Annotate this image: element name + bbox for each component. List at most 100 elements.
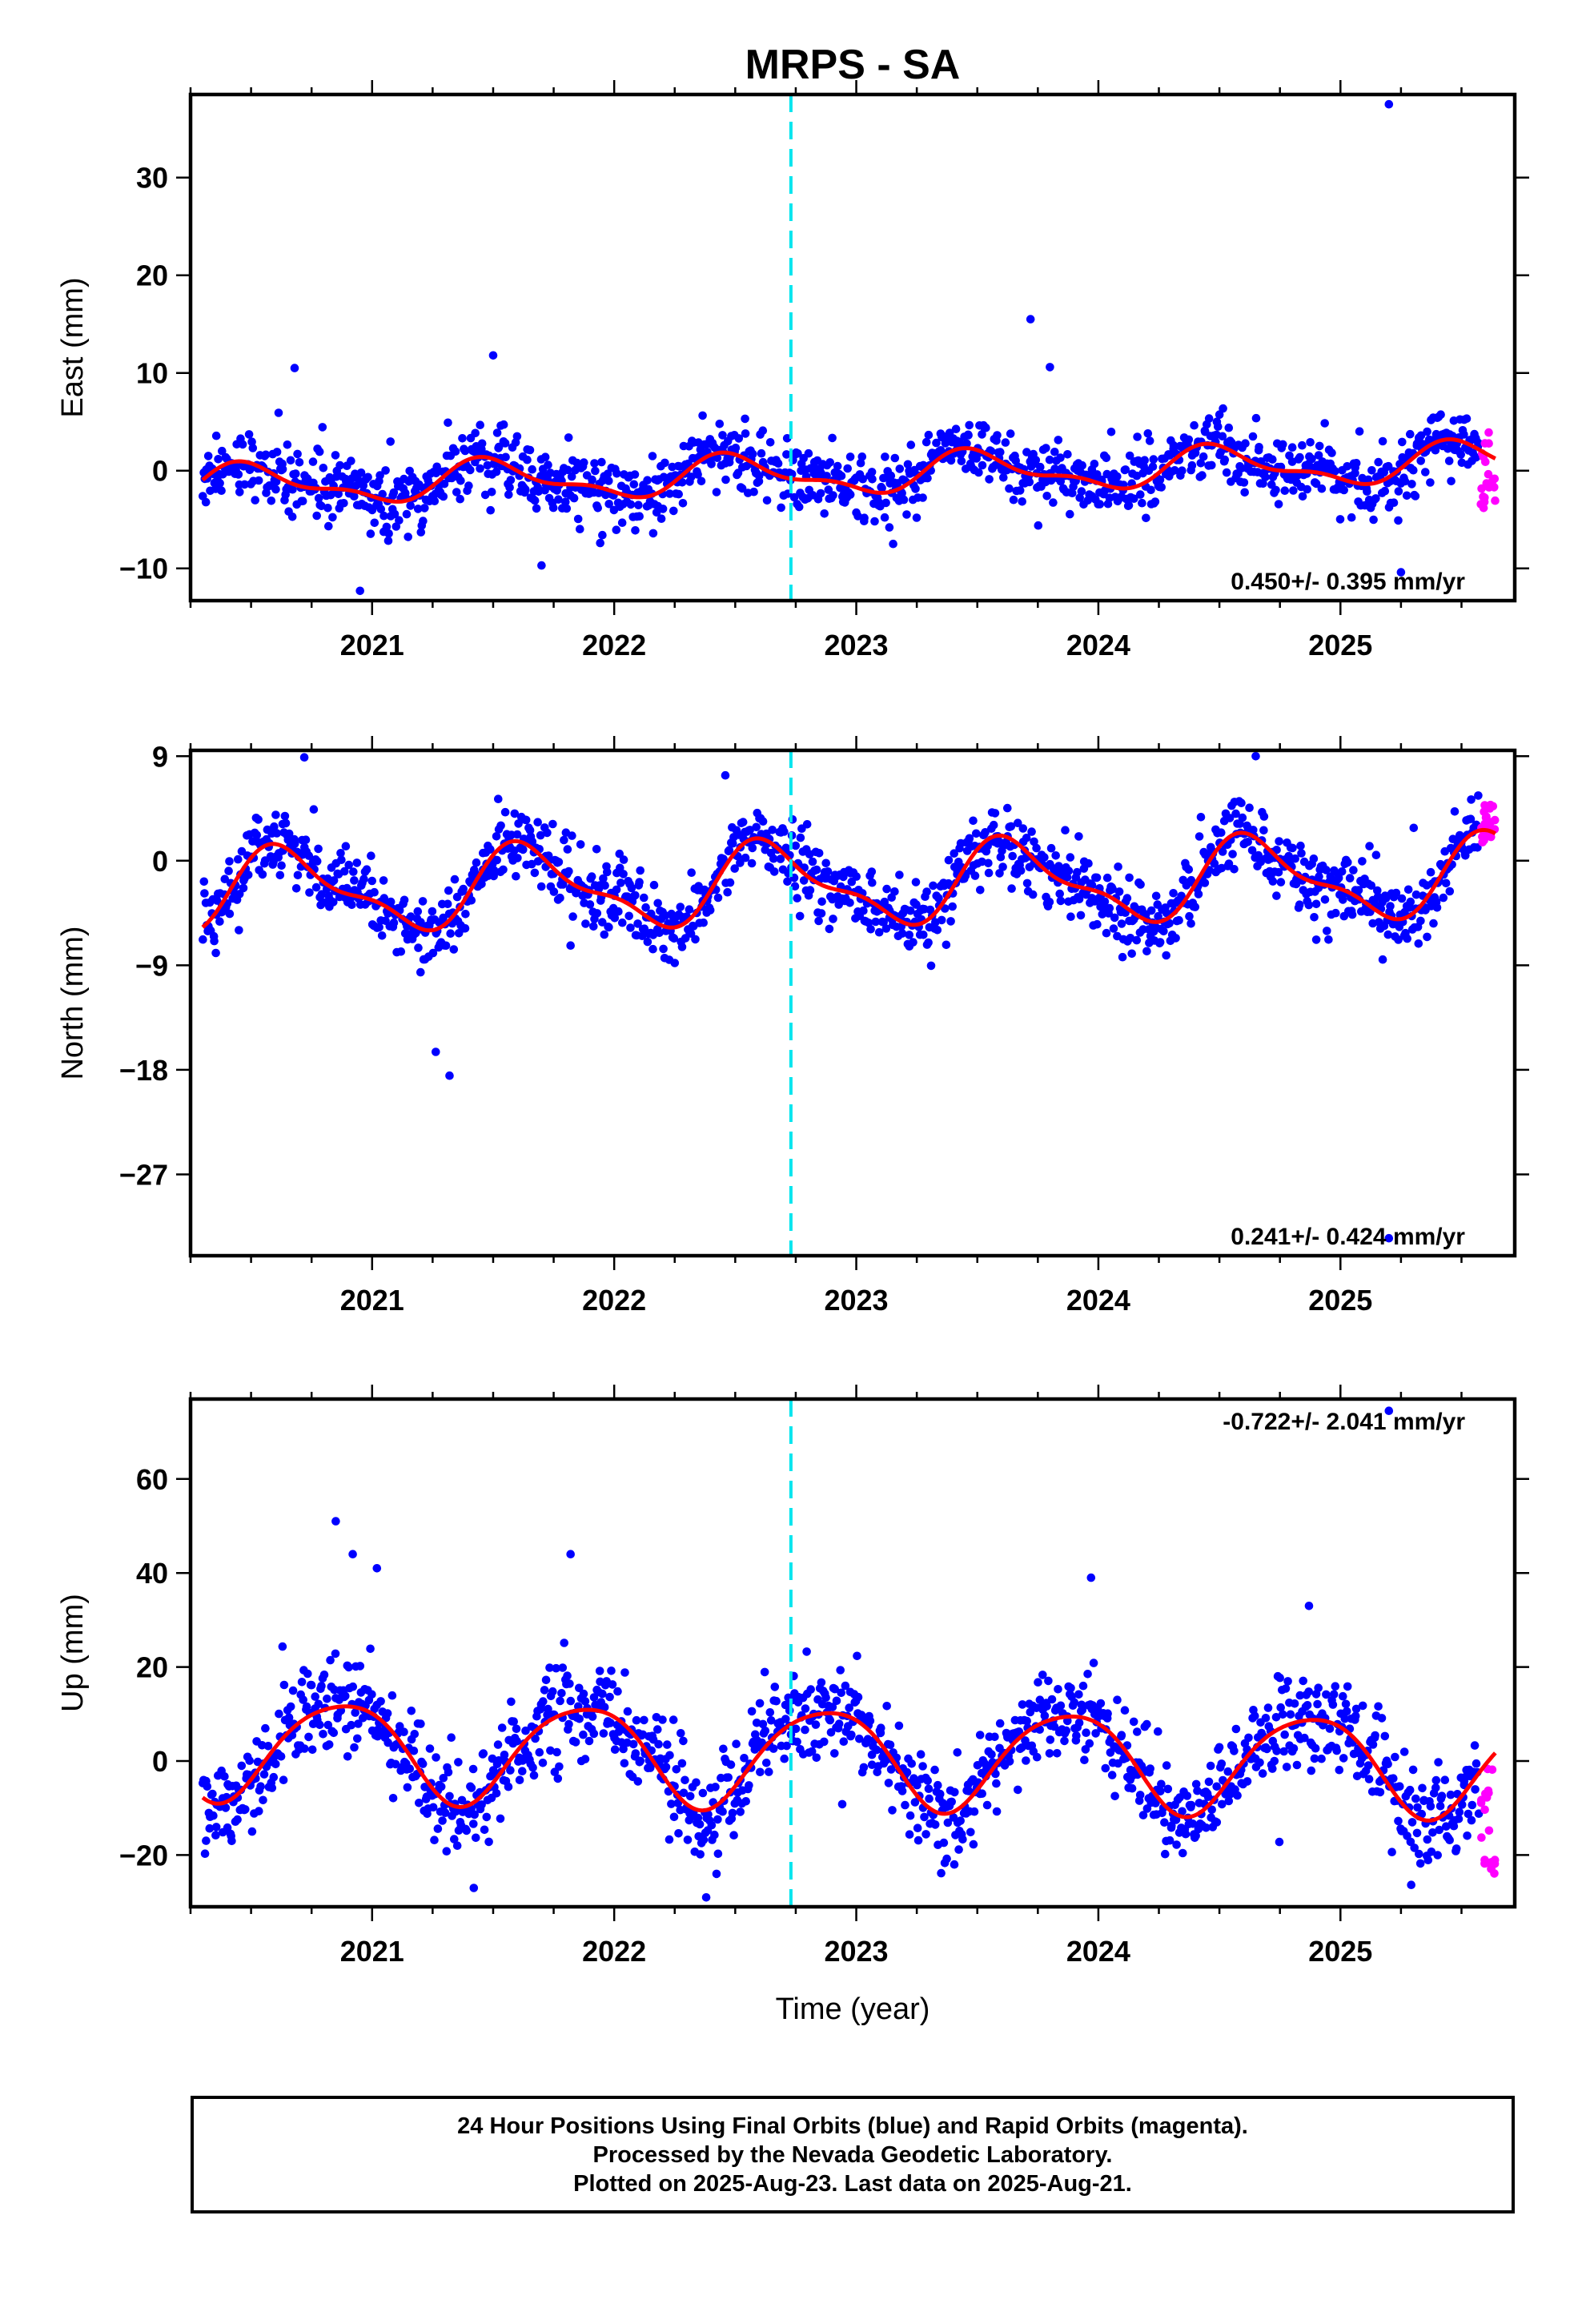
north-final-point bbox=[1337, 867, 1347, 876]
north-final-point bbox=[301, 835, 311, 844]
east-final-point bbox=[856, 458, 865, 468]
east-final-point bbox=[1462, 414, 1472, 423]
up-final-point bbox=[620, 1759, 629, 1768]
east-final-point bbox=[278, 464, 287, 474]
caption-line-1: 24 Hour Positions Using Final Orbits (bl… bbox=[457, 2113, 1248, 2139]
east-final-point bbox=[432, 468, 440, 478]
east-final-point bbox=[1018, 497, 1026, 506]
north-final-point bbox=[548, 819, 557, 829]
east-final-point bbox=[1363, 475, 1373, 485]
north-final-point bbox=[912, 900, 921, 909]
north-final-point bbox=[1016, 866, 1026, 875]
north-final-point bbox=[618, 918, 627, 927]
east-final-point bbox=[1187, 460, 1197, 470]
north-final-point bbox=[1334, 874, 1343, 883]
up-outlier-point bbox=[1086, 1573, 1096, 1582]
up-final-point bbox=[729, 1831, 738, 1839]
east-final-point bbox=[439, 492, 448, 501]
north-final-point bbox=[225, 909, 235, 919]
north-final-point bbox=[199, 877, 209, 887]
east-final-point bbox=[1219, 404, 1227, 413]
north-final-point bbox=[304, 851, 314, 860]
north-final-point bbox=[814, 916, 823, 926]
up-final-point bbox=[1417, 1809, 1427, 1819]
north-outlier-point bbox=[299, 753, 309, 762]
north-final-point bbox=[592, 845, 601, 854]
north-final-point bbox=[1243, 838, 1252, 846]
north-final-point bbox=[905, 931, 913, 939]
east-final-point bbox=[1199, 452, 1208, 461]
up-final-point bbox=[1045, 1749, 1054, 1758]
north-final-point bbox=[981, 828, 990, 837]
east-final-point bbox=[274, 408, 283, 417]
up-final-point bbox=[324, 1740, 334, 1749]
east-final-point bbox=[562, 504, 572, 513]
north-final-point bbox=[271, 810, 280, 819]
north-final-point bbox=[576, 840, 585, 849]
east-final-point bbox=[612, 469, 621, 478]
up-final-point bbox=[726, 1760, 736, 1769]
east-final-point bbox=[363, 472, 372, 482]
east-final-point bbox=[244, 430, 254, 439]
north-final-point bbox=[1284, 851, 1293, 861]
east-final-point bbox=[1355, 427, 1364, 436]
up-final-point bbox=[470, 1810, 479, 1819]
north-final-point bbox=[1073, 867, 1082, 877]
north-final-point bbox=[1445, 887, 1455, 896]
north-final-point bbox=[1062, 873, 1072, 882]
up-final-point bbox=[467, 1783, 476, 1792]
up-final-point bbox=[1165, 1835, 1174, 1845]
up-final-orbit-points bbox=[199, 1406, 1500, 1902]
up-final-point bbox=[391, 1759, 400, 1769]
up-final-point bbox=[930, 1820, 940, 1829]
north-rapid-point bbox=[1480, 819, 1489, 829]
north-final-point bbox=[1304, 900, 1314, 910]
up-final-point bbox=[719, 1744, 728, 1754]
north-final-point bbox=[1196, 813, 1206, 822]
up-final-point bbox=[1022, 1716, 1031, 1726]
east-final-point bbox=[941, 439, 950, 448]
east-final-point bbox=[1306, 438, 1315, 447]
east-final-point bbox=[530, 496, 540, 505]
east-final-point bbox=[911, 485, 920, 493]
up-final-point bbox=[964, 1787, 974, 1795]
east-final-point bbox=[1411, 492, 1420, 501]
east-final-point bbox=[1239, 478, 1249, 487]
east-final-point bbox=[480, 490, 490, 500]
up-final-point bbox=[303, 1669, 312, 1679]
up-y-tick-label: −20 bbox=[119, 1839, 168, 1872]
up-final-point bbox=[269, 1772, 279, 1782]
north-final-point bbox=[559, 880, 568, 889]
up-final-point bbox=[741, 1797, 750, 1806]
up-final-point bbox=[832, 1696, 841, 1706]
north-final-point bbox=[329, 876, 339, 885]
up-final-point bbox=[755, 1699, 765, 1708]
north-final-point bbox=[1118, 952, 1127, 962]
north-final-point bbox=[1414, 939, 1423, 948]
up-final-point bbox=[905, 1830, 914, 1839]
up-final-point bbox=[279, 1680, 289, 1690]
up-final-point bbox=[255, 1807, 263, 1815]
east-final-point bbox=[629, 480, 639, 489]
up-final-point bbox=[1078, 1681, 1088, 1691]
up-final-point bbox=[913, 1823, 922, 1832]
up-final-point bbox=[732, 1739, 741, 1748]
east-final-point bbox=[612, 525, 621, 534]
north-final-point bbox=[512, 871, 520, 881]
east-final-point bbox=[466, 465, 475, 475]
up-final-point bbox=[288, 1686, 298, 1695]
north-final-point bbox=[604, 923, 613, 932]
north-final-point bbox=[758, 817, 768, 826]
up-final-point bbox=[509, 1717, 518, 1726]
east-final-point bbox=[1006, 429, 1015, 438]
up-final-point bbox=[939, 1838, 949, 1848]
east-final-point bbox=[604, 476, 613, 485]
north-final-point bbox=[225, 857, 234, 866]
north-final-point bbox=[587, 872, 596, 881]
north-y-tick-label: 0 bbox=[152, 845, 168, 878]
east-final-point bbox=[402, 509, 412, 519]
up-final-point bbox=[975, 1731, 985, 1739]
north-final-point bbox=[768, 826, 777, 834]
north-final-point bbox=[1092, 873, 1102, 883]
up-final-point bbox=[713, 1849, 723, 1859]
